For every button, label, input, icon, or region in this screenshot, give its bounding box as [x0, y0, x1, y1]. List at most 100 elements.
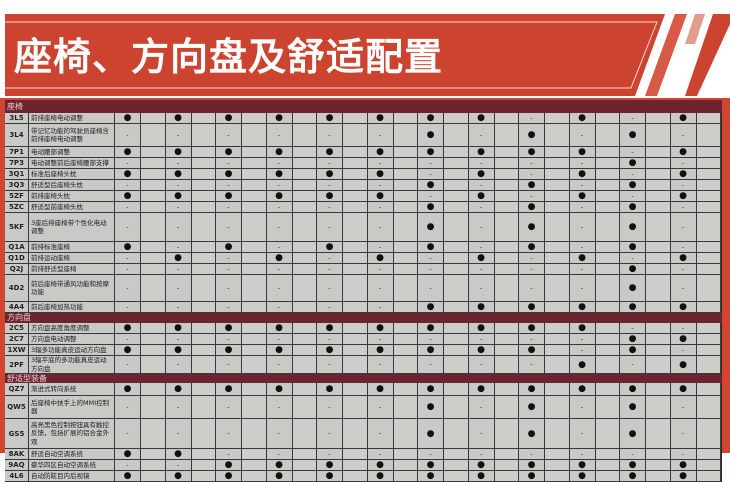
- not-available-dash: -: [468, 419, 495, 449]
- standard-dot: ●: [317, 460, 343, 471]
- not-available-dash: -: [266, 202, 293, 213]
- empty-cell: [494, 471, 519, 482]
- not-available-dash: -: [670, 124, 697, 147]
- empty-cell: [595, 419, 620, 449]
- not-available-dash: -: [468, 275, 495, 302]
- empty-cell: [545, 147, 570, 158]
- not-available-dash: -: [115, 264, 141, 275]
- table-row: 4A4 前后座椅加热功能 - - - - - - ● ● ● ● ● ●: [5, 302, 722, 313]
- empty-cell: [292, 460, 317, 471]
- empty-cell: [595, 356, 620, 374]
- empty-cell: [292, 419, 317, 449]
- empty-cell: [494, 356, 519, 374]
- empty-cell: [343, 356, 368, 374]
- standard-dot: ●: [670, 302, 697, 313]
- not-available-dash: -: [317, 202, 343, 213]
- not-available-dash: -: [620, 323, 646, 334]
- not-available-dash: -: [670, 419, 697, 449]
- not-available-dash: -: [317, 264, 343, 275]
- standard-dot: ●: [519, 124, 545, 147]
- empty-cell: [444, 460, 469, 471]
- empty-cell: [545, 323, 570, 334]
- not-available-dash: -: [165, 242, 192, 253]
- empty-cell: [494, 180, 519, 191]
- standard-dot: ●: [165, 323, 192, 334]
- empty-cell: [191, 202, 216, 213]
- empty-cell: [292, 147, 317, 158]
- standard-dot: ●: [670, 471, 697, 482]
- empty-cell: [242, 124, 267, 147]
- empty-cell: [646, 383, 671, 396]
- not-available-dash: -: [519, 113, 545, 124]
- not-available-dash: -: [115, 202, 141, 213]
- not-available-dash: -: [670, 449, 697, 460]
- standard-dot: ●: [418, 471, 444, 482]
- standard-dot: ●: [165, 169, 192, 180]
- standard-dot: ●: [468, 471, 495, 482]
- empty-cell: [292, 180, 317, 191]
- empty-cell: [646, 124, 671, 147]
- empty-cell: [191, 169, 216, 180]
- empty-cell: [696, 449, 721, 460]
- empty-cell: [494, 334, 519, 345]
- standard-dot: ●: [569, 169, 596, 180]
- empty-cell: [646, 191, 671, 202]
- standard-dot: ●: [468, 383, 495, 396]
- table-row: 4D2 前后座椅带通风功能和按摩功能 - - - - - - - - - - ● -: [5, 275, 722, 302]
- standard-dot: ●: [367, 460, 394, 471]
- empty-cell: [292, 356, 317, 374]
- standard-dot: ●: [519, 302, 545, 313]
- empty-cell: [595, 253, 620, 264]
- option-description: 舒适自动空调系统: [29, 449, 115, 460]
- option-description: 舒适型前座椅头枕: [29, 202, 115, 213]
- empty-cell: [696, 147, 721, 158]
- not-available-dash: -: [317, 302, 343, 313]
- empty-cell: [646, 158, 671, 169]
- empty-cell: [696, 302, 721, 313]
- not-available-dash: -: [468, 334, 495, 345]
- standard-dot: ●: [620, 124, 646, 147]
- standard-dot: ●: [620, 471, 646, 482]
- empty-cell: [646, 275, 671, 302]
- empty-cell: [696, 323, 721, 334]
- empty-cell: [646, 147, 671, 158]
- option-description: 前排标准座椅: [29, 242, 115, 253]
- not-available-dash: -: [317, 180, 343, 191]
- not-available-dash: -: [569, 202, 596, 213]
- not-available-dash: -: [165, 460, 192, 471]
- empty-cell: [444, 396, 469, 419]
- not-available-dash: -: [216, 275, 242, 302]
- option-code: 3L5: [5, 113, 29, 124]
- standard-dot: ●: [519, 460, 545, 471]
- empty-cell: [242, 202, 267, 213]
- empty-cell: [393, 396, 418, 419]
- standard-dot: ●: [266, 253, 293, 264]
- standard-dot: ●: [418, 323, 444, 334]
- empty-cell: [444, 242, 469, 253]
- empty-cell: [191, 275, 216, 302]
- standard-dot: ●: [115, 113, 141, 124]
- empty-cell: [696, 275, 721, 302]
- empty-cell: [242, 460, 267, 471]
- not-available-dash: -: [317, 396, 343, 419]
- standard-dot: ●: [468, 113, 495, 124]
- empty-cell: [646, 169, 671, 180]
- empty-cell: [242, 345, 267, 356]
- standard-dot: ●: [569, 383, 596, 396]
- standard-dot: ●: [569, 302, 596, 313]
- empty-cell: [444, 449, 469, 460]
- not-available-dash: -: [519, 356, 545, 374]
- empty-cell: [343, 345, 368, 356]
- empty-cell: [444, 213, 469, 242]
- empty-cell: [343, 396, 368, 419]
- standard-dot: ●: [216, 147, 242, 158]
- standard-dot: ●: [266, 169, 293, 180]
- empty-cell: [292, 113, 317, 124]
- not-available-dash: -: [569, 158, 596, 169]
- standard-dot: ●: [468, 253, 495, 264]
- option-code: 2PF: [5, 356, 29, 374]
- standard-dot: ●: [519, 242, 545, 253]
- not-available-dash: -: [620, 449, 646, 460]
- standard-dot: ●: [670, 113, 697, 124]
- standard-dot: ●: [317, 242, 343, 253]
